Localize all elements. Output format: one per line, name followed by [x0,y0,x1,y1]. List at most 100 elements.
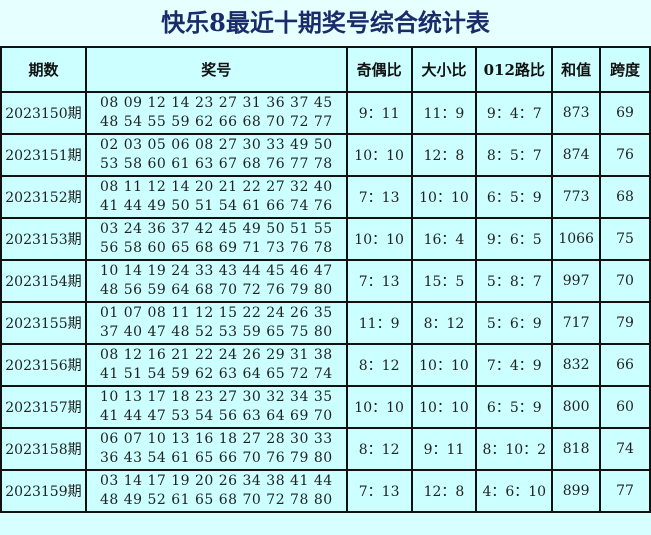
span-cell: 75 [599,217,651,261]
table-row: 2023158期 06 07 10 13 16 18 27 28 30 33 36 … [0,427,651,471]
header-row: 期数 奖号 奇偶比 大小比 012路比 和值 跨度 [0,46,651,93]
sum-cell: 818 [551,427,602,471]
route012-cell: 9：4：7 [475,91,554,135]
numbers-line-2: 48 49 52 61 65 68 70 72 78 80 [99,492,333,508]
numbers-cell: 10 14 19 24 33 43 44 45 46 47 48 56 59 64… [84,259,348,303]
period-cell: 2023159期 [0,469,87,513]
period-cell: 2023158期 [0,427,87,471]
span-cell: 76 [599,133,651,177]
odd-even-cell: 10：10 [345,133,413,177]
route012-cell: 4：6：10 [475,469,554,513]
table-row: 2023151期 02 03 05 06 08 27 30 33 49 50 53 … [0,133,651,177]
numbers-line-1: 03 24 36 37 42 45 49 50 51 55 [99,221,333,237]
numbers-line-2: 48 56 59 64 68 70 72 76 79 80 [99,282,333,298]
span-cell: 77 [599,469,651,513]
span-cell: 60 [599,385,651,429]
period-cell: 2023154期 [0,259,87,303]
period-cell: 2023157期 [0,385,87,429]
route012-cell: 5：6：9 [475,301,554,345]
big-small-cell: 10：10 [410,175,478,219]
route012-cell: 7：4：9 [475,343,554,387]
header-big-small: 大小比 [410,46,478,93]
header-numbers: 奖号 [84,46,348,93]
big-small-cell: 11：9 [410,91,478,135]
route012-cell: 8：5：7 [475,133,554,177]
odd-even-cell: 9：11 [345,91,413,135]
numbers-line-1: 02 03 05 06 08 27 30 33 49 50 [99,137,333,153]
numbers-line-2: 36 43 54 61 65 66 70 76 79 80 [99,450,333,466]
span-cell: 68 [599,175,651,219]
numbers-cell: 02 03 05 06 08 27 30 33 49 50 53 58 60 61… [84,133,348,177]
header-odd-even: 奇偶比 [345,46,413,93]
table-row: 2023159期 03 14 17 19 20 26 34 38 41 44 48 … [0,469,651,513]
sum-cell: 899 [551,469,602,513]
span-cell: 70 [599,259,651,303]
stats-table: 期数 奖号 奇偶比 大小比 012路比 和值 跨度 2023150期 08 09 … [0,46,651,513]
odd-even-cell: 7：13 [345,469,413,513]
table-row: 2023156期 08 12 16 21 22 24 26 29 31 38 41 … [0,343,651,387]
numbers-line-1: 08 12 16 21 22 24 26 29 31 38 [99,347,333,363]
period-cell: 2023152期 [0,175,87,219]
period-cell: 2023151期 [0,133,87,177]
period-cell: 2023150期 [0,91,87,135]
span-cell: 79 [599,301,651,345]
big-small-cell: 8：12 [410,301,478,345]
odd-even-cell: 7：13 [345,175,413,219]
route012-cell: 9：6：5 [475,217,554,261]
big-small-cell: 12：8 [410,469,478,513]
numbers-line-1: 03 14 17 19 20 26 34 38 41 44 [99,473,333,489]
sum-cell: 773 [551,175,602,219]
odd-even-cell: 8：12 [345,343,413,387]
numbers-line-1: 10 13 17 18 23 27 30 32 34 35 [99,389,333,405]
big-small-cell: 10：10 [410,385,478,429]
header-sum: 和值 [551,46,602,93]
numbers-line-1: 08 09 12 14 23 27 31 36 37 45 [99,95,333,111]
span-cell: 66 [599,343,651,387]
numbers-cell: 06 07 10 13 16 18 27 28 30 33 36 43 54 61… [84,427,348,471]
period-cell: 2023153期 [0,217,87,261]
numbers-cell: 03 14 17 19 20 26 34 38 41 44 48 49 52 61… [84,469,348,513]
numbers-cell: 03 24 36 37 42 45 49 50 51 55 56 58 60 65… [84,217,348,261]
span-cell: 74 [599,427,651,471]
route012-cell: 6：5：9 [475,385,554,429]
numbers-line-2: 41 44 49 50 51 54 61 66 74 76 [99,198,333,214]
table-row: 2023153期 03 24 36 37 42 45 49 50 51 55 56 … [0,217,651,261]
big-small-cell: 16：4 [410,217,478,261]
odd-even-cell: 10：10 [345,385,413,429]
numbers-line-1: 01 07 08 11 12 15 22 24 26 35 [99,305,333,321]
numbers-cell: 01 07 08 11 12 15 22 24 26 35 37 40 47 48… [84,301,348,345]
page-title: 快乐8最近十期奖号综合统计表 [0,0,651,46]
header-period: 期数 [0,46,87,93]
table-row: 2023154期 10 14 19 24 33 43 44 45 46 47 48 … [0,259,651,303]
sum-cell: 800 [551,385,602,429]
route012-cell: 6：5：9 [475,175,554,219]
numbers-cell: 08 11 12 14 20 21 22 27 32 40 41 44 49 50… [84,175,348,219]
table-row: 2023152期 08 11 12 14 20 21 22 27 32 40 41 … [0,175,651,219]
numbers-cell: 08 09 12 14 23 27 31 36 37 45 48 54 55 59… [84,91,348,135]
sum-cell: 997 [551,259,602,303]
table-row: 2023150期 08 09 12 14 23 27 31 36 37 45 48 … [0,91,651,135]
odd-even-cell: 10：10 [345,217,413,261]
odd-even-cell: 7：13 [345,259,413,303]
numbers-line-2: 41 51 54 59 62 63 64 65 72 74 [99,366,333,382]
sum-cell: 832 [551,343,602,387]
numbers-line-1: 08 11 12 14 20 21 22 27 32 40 [99,179,333,195]
numbers-cell: 10 13 17 18 23 27 30 32 34 35 41 44 47 53… [84,385,348,429]
numbers-line-2: 53 58 60 61 63 67 68 76 77 78 [99,156,333,172]
numbers-line-2: 37 40 47 48 52 53 59 65 75 80 [99,324,333,340]
sum-cell: 873 [551,91,602,135]
sum-cell: 717 [551,301,602,345]
period-cell: 2023156期 [0,343,87,387]
numbers-line-1: 06 07 10 13 16 18 27 28 30 33 [99,431,333,447]
odd-even-cell: 8：12 [345,427,413,471]
numbers-line-2: 48 54 55 59 62 66 68 70 72 77 [99,114,333,130]
route012-cell: 5：8：7 [475,259,554,303]
numbers-line-1: 10 14 19 24 33 43 44 45 46 47 [99,263,333,279]
table-row: 2023155期 01 07 08 11 12 15 22 24 26 35 37 … [0,301,651,345]
sum-cell: 1066 [551,217,602,261]
table-row: 2023157期 10 13 17 18 23 27 30 32 34 35 41 … [0,385,651,429]
numbers-line-2: 41 44 47 53 54 56 63 64 69 70 [99,408,333,424]
span-cell: 69 [599,91,651,135]
odd-even-cell: 11：9 [345,301,413,345]
